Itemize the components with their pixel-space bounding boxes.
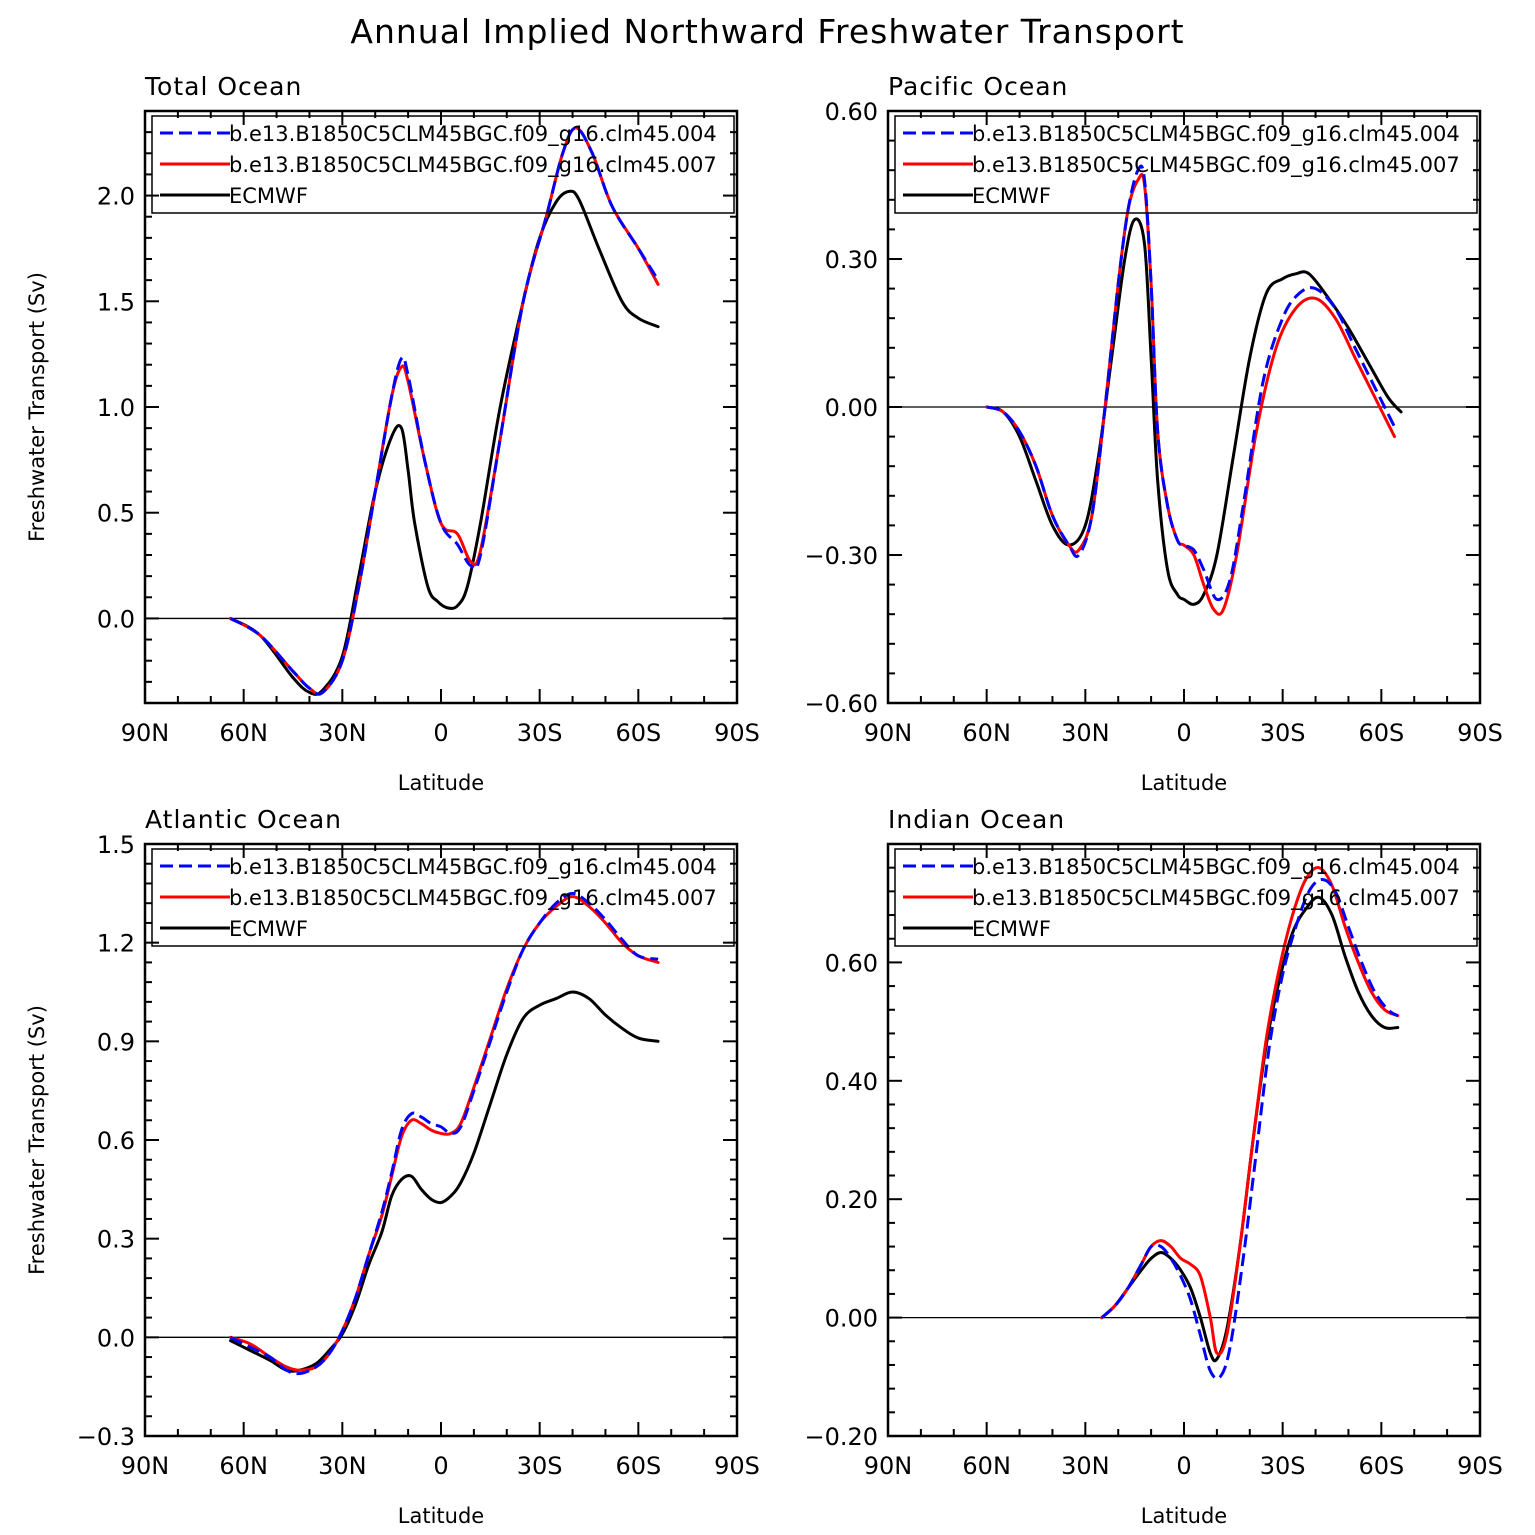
- y-tick-label: 0.00: [825, 394, 878, 422]
- x-axis-label: Latitude: [1141, 771, 1227, 795]
- series-line-3: [229, 990, 660, 1373]
- panel-title: Atlantic Ocean: [145, 805, 342, 834]
- x-tick-label: 30S: [517, 1452, 563, 1480]
- x-tick-label: 0: [433, 1452, 448, 1480]
- legend-box: [894, 115, 1478, 214]
- series-line-3: [229, 189, 660, 696]
- panel-title: Indian Ocean: [888, 805, 1065, 834]
- x-axis-label: Latitude: [1141, 1504, 1227, 1528]
- x-tick-label: 60N: [962, 719, 1011, 747]
- x-tick-label: 60S: [615, 719, 661, 747]
- x-tick-label: 30S: [517, 719, 563, 747]
- x-tick-label: 0: [1176, 719, 1191, 747]
- series-line-2: [1100, 866, 1400, 1356]
- legend-label: b.e13.B1850C5CLM45BGC.f09_g16.clm45.004: [229, 122, 717, 147]
- x-axis-label: Latitude: [398, 1504, 484, 1528]
- x-tick-label: 60S: [615, 1452, 661, 1480]
- page-title: Annual Implied Northward Freshwater Tran…: [350, 12, 1185, 51]
- x-tick-label: 90S: [1457, 1452, 1503, 1480]
- legend-label: b.e13.B1850C5CLM45BGC.f09_g16.clm45.004: [229, 855, 717, 880]
- y-tick-label: 0.3: [97, 1226, 135, 1254]
- y-tick-label: −0.30: [804, 542, 878, 570]
- y-tick-label: 0.5: [97, 500, 135, 528]
- y-tick-label: −0.60: [804, 690, 878, 718]
- series-line-1: [1100, 878, 1399, 1381]
- y-tick-label: −0.20: [804, 1423, 878, 1451]
- legend-label: ECMWF: [972, 184, 1051, 208]
- y-tick-label: 1.5: [97, 288, 135, 316]
- x-tick-label: 30S: [1260, 719, 1306, 747]
- y-tick-label: 0.60: [825, 949, 878, 977]
- panel-title: Total Ocean: [144, 72, 302, 101]
- x-tick-label: 30N: [1061, 1452, 1110, 1480]
- panel-4: Indian Ocean 90N 60N 30N 0 30S 60S 90S −0.20 0.00…: [804, 805, 1502, 1528]
- y-tick-label: 0.40: [825, 1068, 878, 1096]
- legend-label: b.e13.B1850C5CLM45BGC.f09_g16.clm45.004: [972, 855, 1460, 880]
- x-tick-label: 90N: [121, 719, 170, 747]
- x-tick-label: 30N: [318, 1452, 367, 1480]
- x-tick-label: 60S: [1358, 1452, 1404, 1480]
- y-axis-label: Freshwater Transport (Sv): [25, 1005, 49, 1275]
- y-tick-label: 0.0: [97, 605, 135, 633]
- series-line-1: [986, 164, 1396, 602]
- y-tick-label: 0.6: [97, 1127, 135, 1155]
- series-line-3: [985, 217, 1403, 606]
- y-tick-label: 0.00: [825, 1305, 878, 1333]
- x-tick-label: 0: [1176, 1452, 1191, 1480]
- x-tick-label: 90N: [864, 719, 913, 747]
- x-tick-label: 30N: [1061, 719, 1110, 747]
- panel-2: Pacific Ocean 90N 60N 30N 0 30S 60S 90S −0.60 −0.…: [804, 72, 1502, 795]
- series-line-1: [229, 891, 659, 1376]
- x-tick-label: 90S: [714, 719, 760, 747]
- panel-1: Total Ocean 90N 60N 30N 0 30S 60S 90S 0.0 0.5 1.0 1…: [25, 72, 760, 795]
- series-line-2: [229, 895, 660, 1372]
- y-tick-label: 1.2: [97, 930, 135, 958]
- x-tick-label: 60S: [1358, 719, 1404, 747]
- x-tick-label: 0: [433, 719, 448, 747]
- y-tick-label: 1.0: [97, 394, 135, 422]
- legend-label: b.e13.B1850C5CLM45BGC.f09_g16.clm45.007: [229, 886, 717, 911]
- y-tick-label: 0.20: [825, 1186, 878, 1214]
- panel-3: Atlantic Ocean 90N 60N 30N 0 30S 60S 90S −0.3 0.0…: [25, 805, 760, 1528]
- legend-label: ECMWF: [229, 184, 308, 208]
- legend-label: b.e13.B1850C5CLM45BGC.f09_g16.clm45.004: [972, 122, 1460, 147]
- x-tick-label: 60N: [962, 1452, 1011, 1480]
- x-tick-label: 90S: [1457, 719, 1503, 747]
- legend-label: ECMWF: [229, 917, 308, 941]
- panel-title: Pacific Ocean: [888, 72, 1068, 101]
- x-tick-label: 90N: [121, 1452, 170, 1480]
- x-tick-label: 60N: [219, 1452, 268, 1480]
- y-tick-label: 0.60: [825, 98, 878, 126]
- legend-box: [894, 848, 1478, 947]
- legend-label: b.e13.B1850C5CLM45BGC.f09_g16.clm45.007: [972, 153, 1460, 178]
- legend-label: b.e13.B1850C5CLM45BGC.f09_g16.clm45.007: [972, 886, 1460, 911]
- x-tick-label: 90S: [714, 1452, 760, 1480]
- y-tick-label: −0.3: [77, 1423, 135, 1451]
- series-line-3: [1100, 895, 1400, 1363]
- x-tick-label: 30N: [318, 719, 367, 747]
- y-axis-label: Freshwater Transport (Sv): [25, 272, 49, 542]
- x-axis-label: Latitude: [398, 771, 484, 795]
- y-tick-label: 0.0: [97, 1324, 135, 1352]
- y-tick-label: 0.9: [97, 1028, 135, 1056]
- legend-label: b.e13.B1850C5CLM45BGC.f09_g16.clm45.007: [229, 153, 717, 178]
- series-line-1: [229, 126, 660, 696]
- x-tick-label: 90N: [864, 1452, 913, 1480]
- x-tick-label: 30S: [1260, 1452, 1306, 1480]
- legend-box: [151, 848, 735, 947]
- y-tick-label: 2.0: [97, 183, 135, 211]
- y-tick-label: 0.30: [825, 246, 878, 274]
- y-tick-label: 1.5: [97, 831, 135, 859]
- legend-label: ECMWF: [972, 917, 1051, 941]
- legend-box: [151, 115, 735, 214]
- x-tick-label: 60N: [219, 719, 268, 747]
